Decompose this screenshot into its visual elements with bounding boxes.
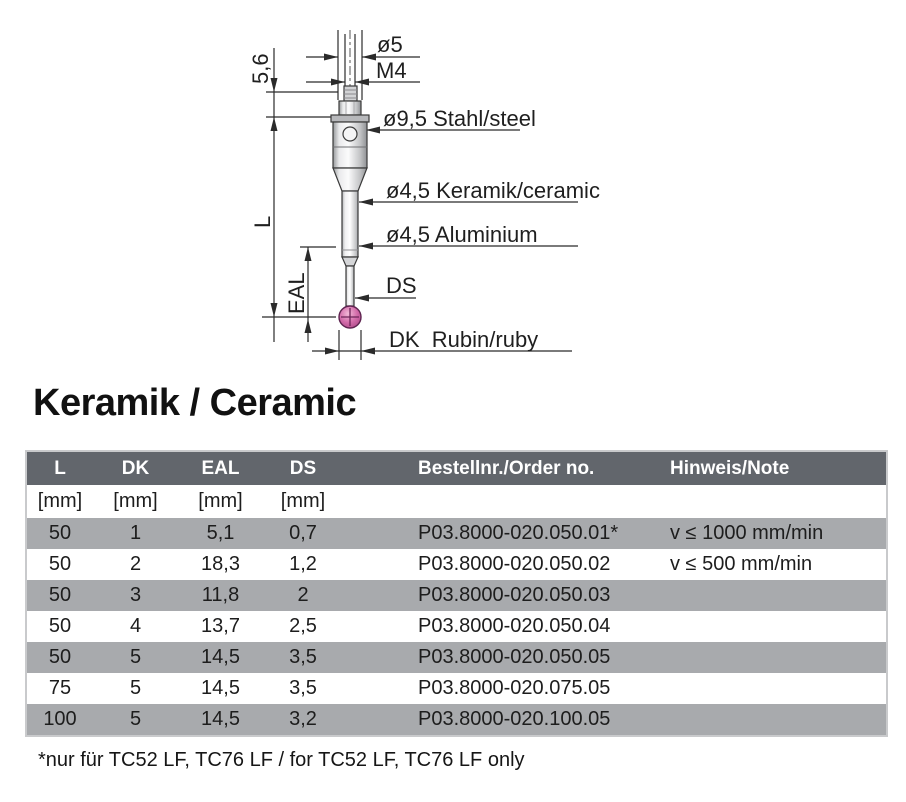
cell-ds: 3,5 bbox=[289, 646, 317, 668]
footnote: *nur für TC52 LF, TC76 LF / for TC52 LF,… bbox=[38, 749, 525, 771]
body-hole bbox=[342, 126, 358, 142]
cell-dk: 2 bbox=[129, 553, 142, 575]
label-m4: M4 bbox=[376, 58, 407, 83]
cell-l: 50 bbox=[48, 553, 72, 575]
label-ds: DS bbox=[386, 273, 417, 298]
label-aluminium: ø4,5 Aluminium bbox=[386, 222, 538, 247]
cell-l: 50 bbox=[48, 584, 72, 606]
technical-drawing: ø5 M4 5,6 L EAL ø9,5 Stahl/steel ø4,5 Ke… bbox=[248, 30, 600, 360]
cell-note: v ≤ 1000 mm/min bbox=[670, 522, 824, 544]
cell-order: P03.8000-020.050.04 bbox=[418, 615, 611, 637]
page-title: Keramik / Ceramic bbox=[33, 382, 357, 424]
label-5-6: 5,6 bbox=[248, 53, 273, 84]
header-dk: DK bbox=[121, 457, 150, 479]
unit-eal: [mm] bbox=[198, 490, 243, 512]
shaft bbox=[341, 190, 359, 258]
label-dk: DK Rubin/ruby bbox=[389, 327, 538, 352]
dimension-arrows bbox=[270, 53, 380, 355]
table-row: 50 2 18,3 1,2 P03.8000-020.050.02 v ≤ 50… bbox=[27, 549, 886, 580]
cell-ds: 2,5 bbox=[289, 615, 317, 637]
cell-eal: 14,5 bbox=[201, 708, 240, 730]
cell-order: P03.8000-020.100.05 bbox=[418, 708, 611, 730]
cell-eal: 5,1 bbox=[206, 522, 235, 544]
header-eal: EAL bbox=[201, 457, 240, 479]
label-l: L bbox=[250, 216, 275, 228]
unit-dk: [mm] bbox=[113, 490, 158, 512]
header-note: Hinweis/Note bbox=[670, 457, 790, 479]
product-table: L DK EAL DS Bestellnr./Order no. Hinweis… bbox=[25, 450, 888, 737]
cell-order: P03.8000-020.050.02 bbox=[418, 553, 611, 575]
stem bbox=[345, 265, 355, 307]
cone bbox=[341, 256, 359, 267]
cell-ds: 2 bbox=[297, 584, 309, 606]
cell-eal: 14,5 bbox=[201, 677, 240, 699]
cell-order: P03.8000-020.050.03 bbox=[418, 584, 611, 606]
cell-eal: 11,8 bbox=[201, 584, 240, 606]
unit-l: [mm] bbox=[37, 490, 83, 512]
cell-eal: 18,3 bbox=[201, 553, 240, 575]
table-row: 50 5 14,5 3,5 P03.8000-020.050.05 bbox=[27, 642, 886, 673]
label-ceramic: ø4,5 Keramik/ceramic bbox=[386, 178, 600, 203]
label-eal: EAL bbox=[284, 272, 309, 314]
cell-l: 50 bbox=[48, 615, 72, 637]
flange bbox=[330, 114, 370, 123]
cell-dk: 3 bbox=[129, 584, 142, 606]
cell-dk: 5 bbox=[129, 708, 142, 730]
cell-dk: 5 bbox=[129, 677, 142, 699]
table-row: 50 4 13,7 2,5 P03.8000-020.050.04 bbox=[27, 611, 886, 642]
cell-dk: 1 bbox=[129, 522, 142, 544]
cell-ds: 0,7 bbox=[289, 522, 317, 544]
cell-dk: 4 bbox=[129, 615, 142, 637]
nut bbox=[338, 100, 362, 116]
stylus-shape bbox=[330, 85, 370, 307]
table-header-row: L DK EAL DS Bestellnr./Order no. Hinweis… bbox=[27, 452, 886, 485]
ruby-ball bbox=[338, 305, 362, 329]
header-ds: DS bbox=[289, 457, 317, 479]
cell-l: 50 bbox=[48, 522, 72, 544]
table-units-row: [mm] [mm] [mm] [mm] bbox=[27, 485, 886, 518]
cell-dk: 5 bbox=[129, 646, 142, 668]
cell-ds: 3,5 bbox=[289, 677, 317, 699]
cell-ds: 3,2 bbox=[289, 708, 317, 730]
cell-l: 100 bbox=[43, 708, 77, 730]
cell-ds: 1,2 bbox=[289, 553, 317, 575]
table-row: 75 5 14,5 3,5 P03.8000-020.075.05 bbox=[27, 673, 886, 704]
cell-note: v ≤ 500 mm/min bbox=[670, 553, 813, 575]
cell-eal: 13,7 bbox=[201, 615, 240, 637]
cell-order: P03.8000-020.050.01* bbox=[418, 522, 619, 544]
cell-eal: 14,5 bbox=[201, 646, 240, 668]
steel-taper bbox=[332, 167, 368, 192]
table-row: 50 1 5,1 0,7 P03.8000-020.050.01* v ≤ 10… bbox=[27, 518, 886, 549]
header-order: Bestellnr./Order no. bbox=[418, 457, 595, 479]
cell-l: 75 bbox=[48, 677, 72, 699]
cell-order: P03.8000-020.075.05 bbox=[418, 677, 611, 699]
unit-ds: [mm] bbox=[280, 490, 326, 512]
cell-order: P03.8000-020.050.05 bbox=[418, 646, 611, 668]
cell-l: 50 bbox=[48, 646, 72, 668]
label-steel: ø9,5 Stahl/steel bbox=[383, 106, 536, 131]
label-dia5: ø5 bbox=[377, 32, 403, 57]
header-l: L bbox=[54, 457, 66, 479]
table-row: 100 5 14,5 3,2 P03.8000-020.100.05 bbox=[27, 704, 886, 735]
table-row: 50 3 11,8 2 P03.8000-020.050.03 bbox=[27, 580, 886, 611]
